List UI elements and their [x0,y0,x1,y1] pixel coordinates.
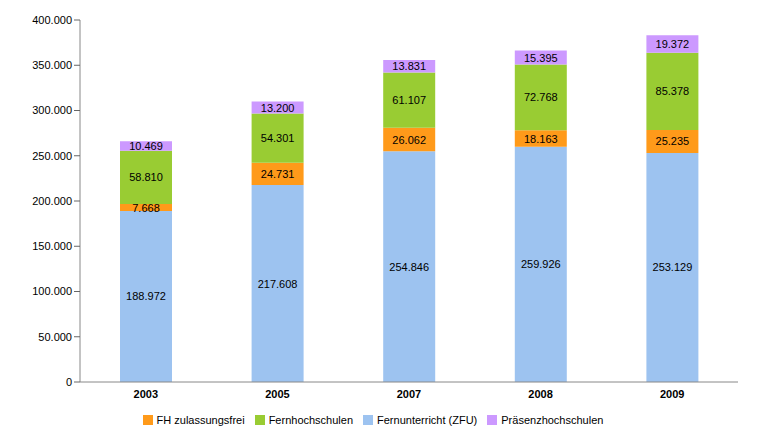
svg-text:2008: 2008 [528,388,552,400]
svg-text:13.200: 13.200 [261,102,295,114]
svg-text:188.972: 188.972 [126,290,166,302]
svg-text:26.062: 26.062 [392,134,426,146]
svg-text:25.235: 25.235 [656,135,690,147]
svg-text:19.372: 19.372 [656,38,690,50]
svg-text:2003: 2003 [134,388,158,400]
svg-text:2009: 2009 [660,388,684,400]
svg-text:100.000: 100.000 [32,285,72,297]
svg-text:15.395: 15.395 [524,52,558,64]
svg-text:300.000: 300.000 [32,104,72,116]
svg-text:13.831: 13.831 [392,60,426,72]
svg-text:400.000: 400.000 [32,14,72,26]
html-text:FH zulassungsfrei: FH zulassungsfrei [156,414,245,426]
html-text:Fernunterricht (ZFU): Fernunterricht (ZFU) [377,414,478,426]
svg-text:150.000: 150.000 [32,240,72,252]
svg-text:54.301: 54.301 [261,132,295,144]
svg-text:259.926: 259.926 [521,258,561,270]
html-text:Präsenzhochschulen: Präsenzhochschulen [501,414,604,426]
svg-text:254.846: 254.846 [389,261,429,273]
svg-text:58.810: 58.810 [129,171,163,183]
svg-text:200.000: 200.000 [32,195,72,207]
svg-text:350.000: 350.000 [32,59,72,71]
svg-text:0: 0 [66,376,72,388]
svg-text:18.163: 18.163 [524,133,558,145]
svg-text:2005: 2005 [265,388,289,400]
svg-text:72.768: 72.768 [524,91,558,103]
svg-text:2007: 2007 [397,388,421,400]
svg-text:50.000: 50.000 [38,331,72,343]
svg-text:85.378: 85.378 [656,85,690,97]
svg-text:217.608: 217.608 [258,278,298,290]
svg-text:7.668: 7.668 [132,202,160,214]
svg-text:253.129: 253.129 [653,261,693,273]
svg-text:61.107: 61.107 [392,94,426,106]
html-text:Fernhochschulen: Fernhochschulen [268,414,353,426]
svg-text:10.469: 10.469 [129,140,163,152]
svg-text:250.000: 250.000 [32,150,72,162]
svg-text:24.731: 24.731 [261,168,295,180]
